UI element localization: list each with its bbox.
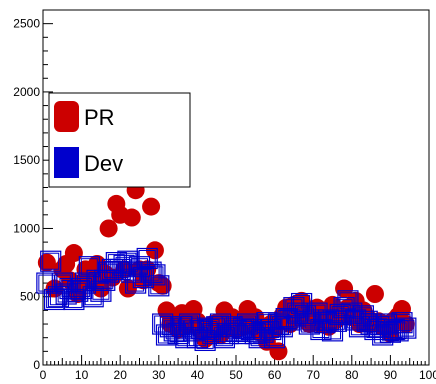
legend-pr-label: PR (84, 105, 115, 130)
legend: PR Dev (48, 92, 191, 188)
y-tick-label: 1000 (13, 221, 40, 235)
pr-point (99, 219, 118, 238)
dev-point (117, 250, 139, 272)
dev-point (90, 280, 112, 302)
y-tick-label: 1500 (13, 153, 40, 167)
pr-point (392, 300, 411, 319)
legend-dev-swatch (54, 147, 79, 178)
series-dev (36, 247, 417, 352)
dev-point (395, 317, 417, 339)
y-tick-label: 0 (33, 358, 40, 372)
dev-point (144, 264, 166, 286)
dev-point (40, 250, 62, 272)
x-tick-label: 20 (114, 368, 128, 382)
pr-point (365, 285, 384, 303)
pr-point (64, 244, 83, 263)
y-tick-label: 500 (20, 290, 40, 304)
x-tick-label: 30 (152, 368, 166, 382)
x-tick-label: 90 (384, 368, 398, 382)
y-axis: 0 500 1000 1500 2000 2500 (13, 17, 53, 372)
dev-point (337, 290, 359, 312)
y-tick-label: 2500 (13, 17, 40, 31)
y-tick-label: 2000 (13, 85, 40, 99)
x-tick-label: 50 (229, 368, 243, 382)
x-tick-label: 80 (345, 368, 359, 382)
x-axis: 0 10 20 30 40 50 60 70 80 90 100 (40, 355, 436, 382)
x-tick-label: 60 (268, 368, 282, 382)
pr-point (142, 197, 161, 216)
dev-point (391, 312, 413, 334)
x-tick-label: 0 (40, 368, 47, 382)
x-tick-label: 40 (191, 368, 205, 382)
legend-dev-label: Dev (84, 151, 123, 176)
pr-point (269, 342, 288, 361)
x-tick-label: 10 (75, 368, 89, 382)
pr-point (122, 208, 141, 227)
x-tick-label: 70 (307, 368, 321, 382)
legend-pr-swatch (54, 101, 79, 132)
dev-point (148, 275, 170, 297)
x-tick-label: 100 (419, 368, 436, 382)
